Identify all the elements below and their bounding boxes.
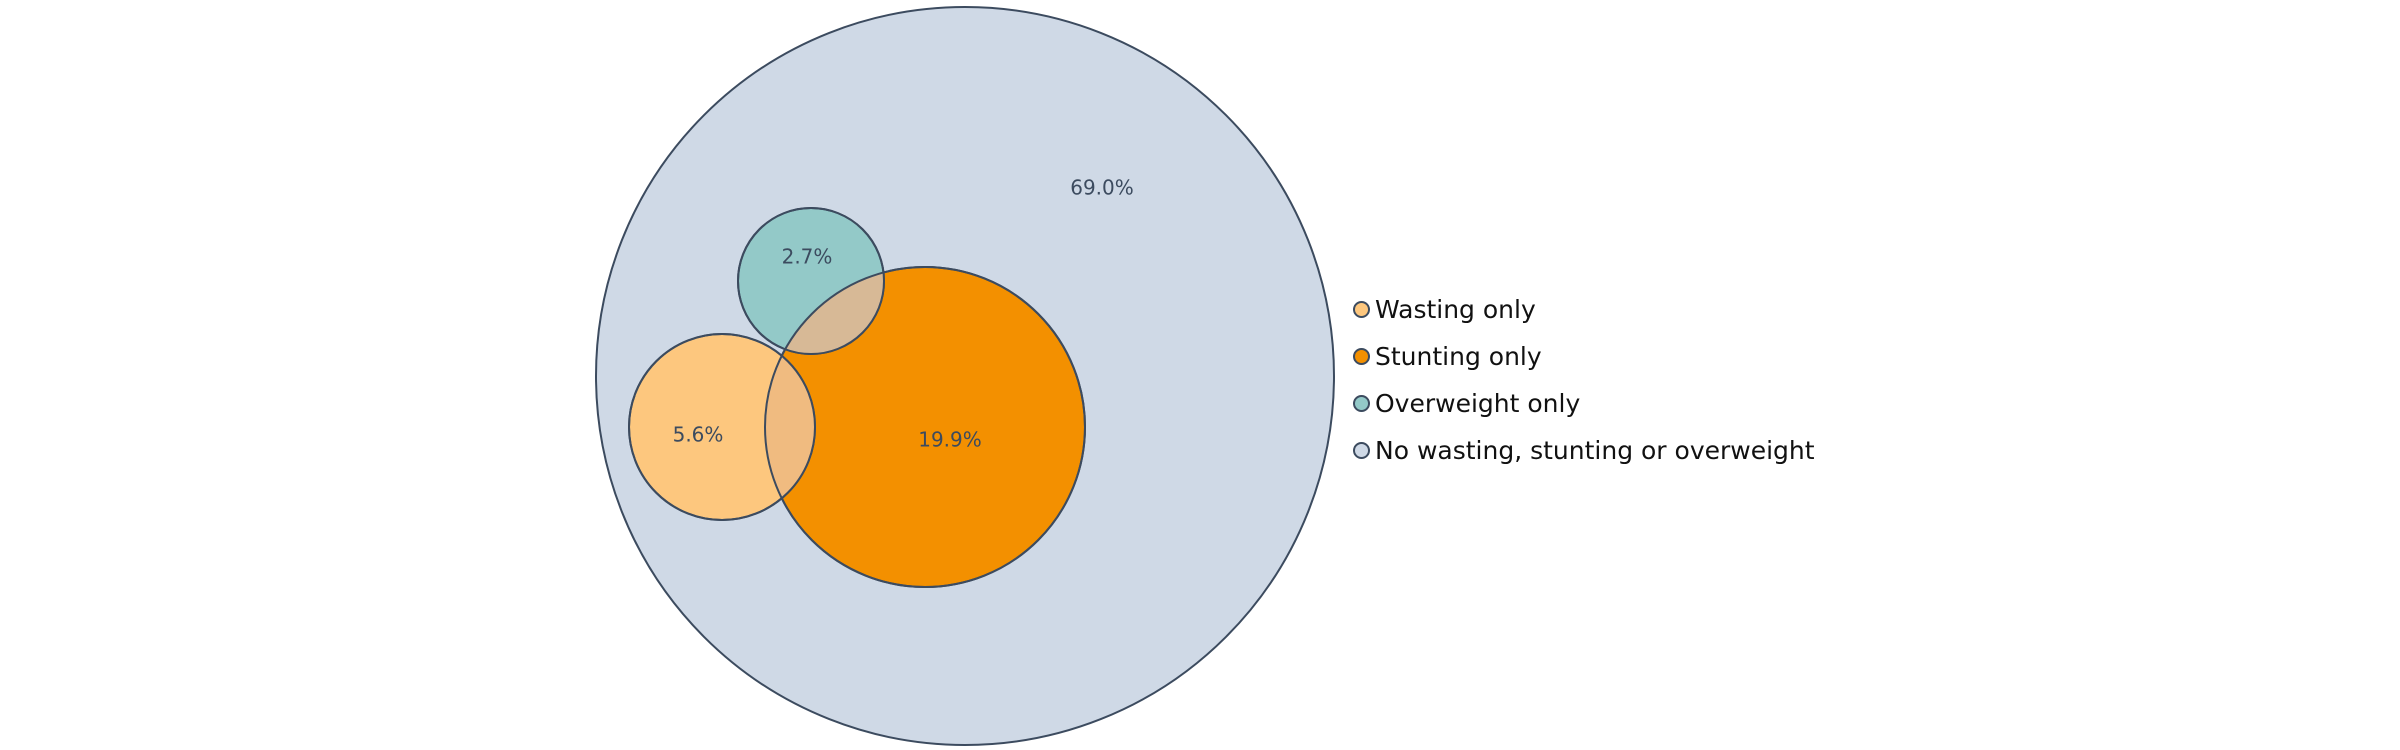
label-overweight-value: 2.7%: [782, 245, 833, 269]
label-no-wasting-stunting-overweight-value: 69.0%: [1070, 176, 1134, 200]
legend-label-overweight: Overweight only: [1375, 389, 1581, 418]
label-stunting-value: 19.9%: [918, 428, 982, 452]
legend-swatch-stunting: [1353, 348, 1370, 365]
outline-wasting: [628, 333, 816, 521]
outline-overweight: [737, 207, 885, 355]
legend-swatch-overweight: [1353, 395, 1370, 412]
legend-item-overweight: Overweight only: [1353, 380, 1815, 427]
legend-item-stunting: Stunting only: [1353, 333, 1815, 380]
legend-swatch-none: [1353, 442, 1370, 459]
legend-item-none: No wasting, stunting or overweight: [1353, 427, 1815, 474]
legend-label-stunting: Stunting only: [1375, 342, 1542, 371]
legend-item-wasting: Wasting only: [1353, 286, 1815, 333]
legend-label-wasting: Wasting only: [1375, 295, 1536, 324]
legend-swatch-wasting: [1353, 301, 1370, 318]
label-wasting-value: 5.6%: [673, 423, 724, 447]
outline-stunting: [764, 266, 1086, 588]
legend-label-none: No wasting, stunting or overweight: [1375, 436, 1815, 465]
legend: Wasting only Stunting only Overweight on…: [1353, 286, 1815, 474]
